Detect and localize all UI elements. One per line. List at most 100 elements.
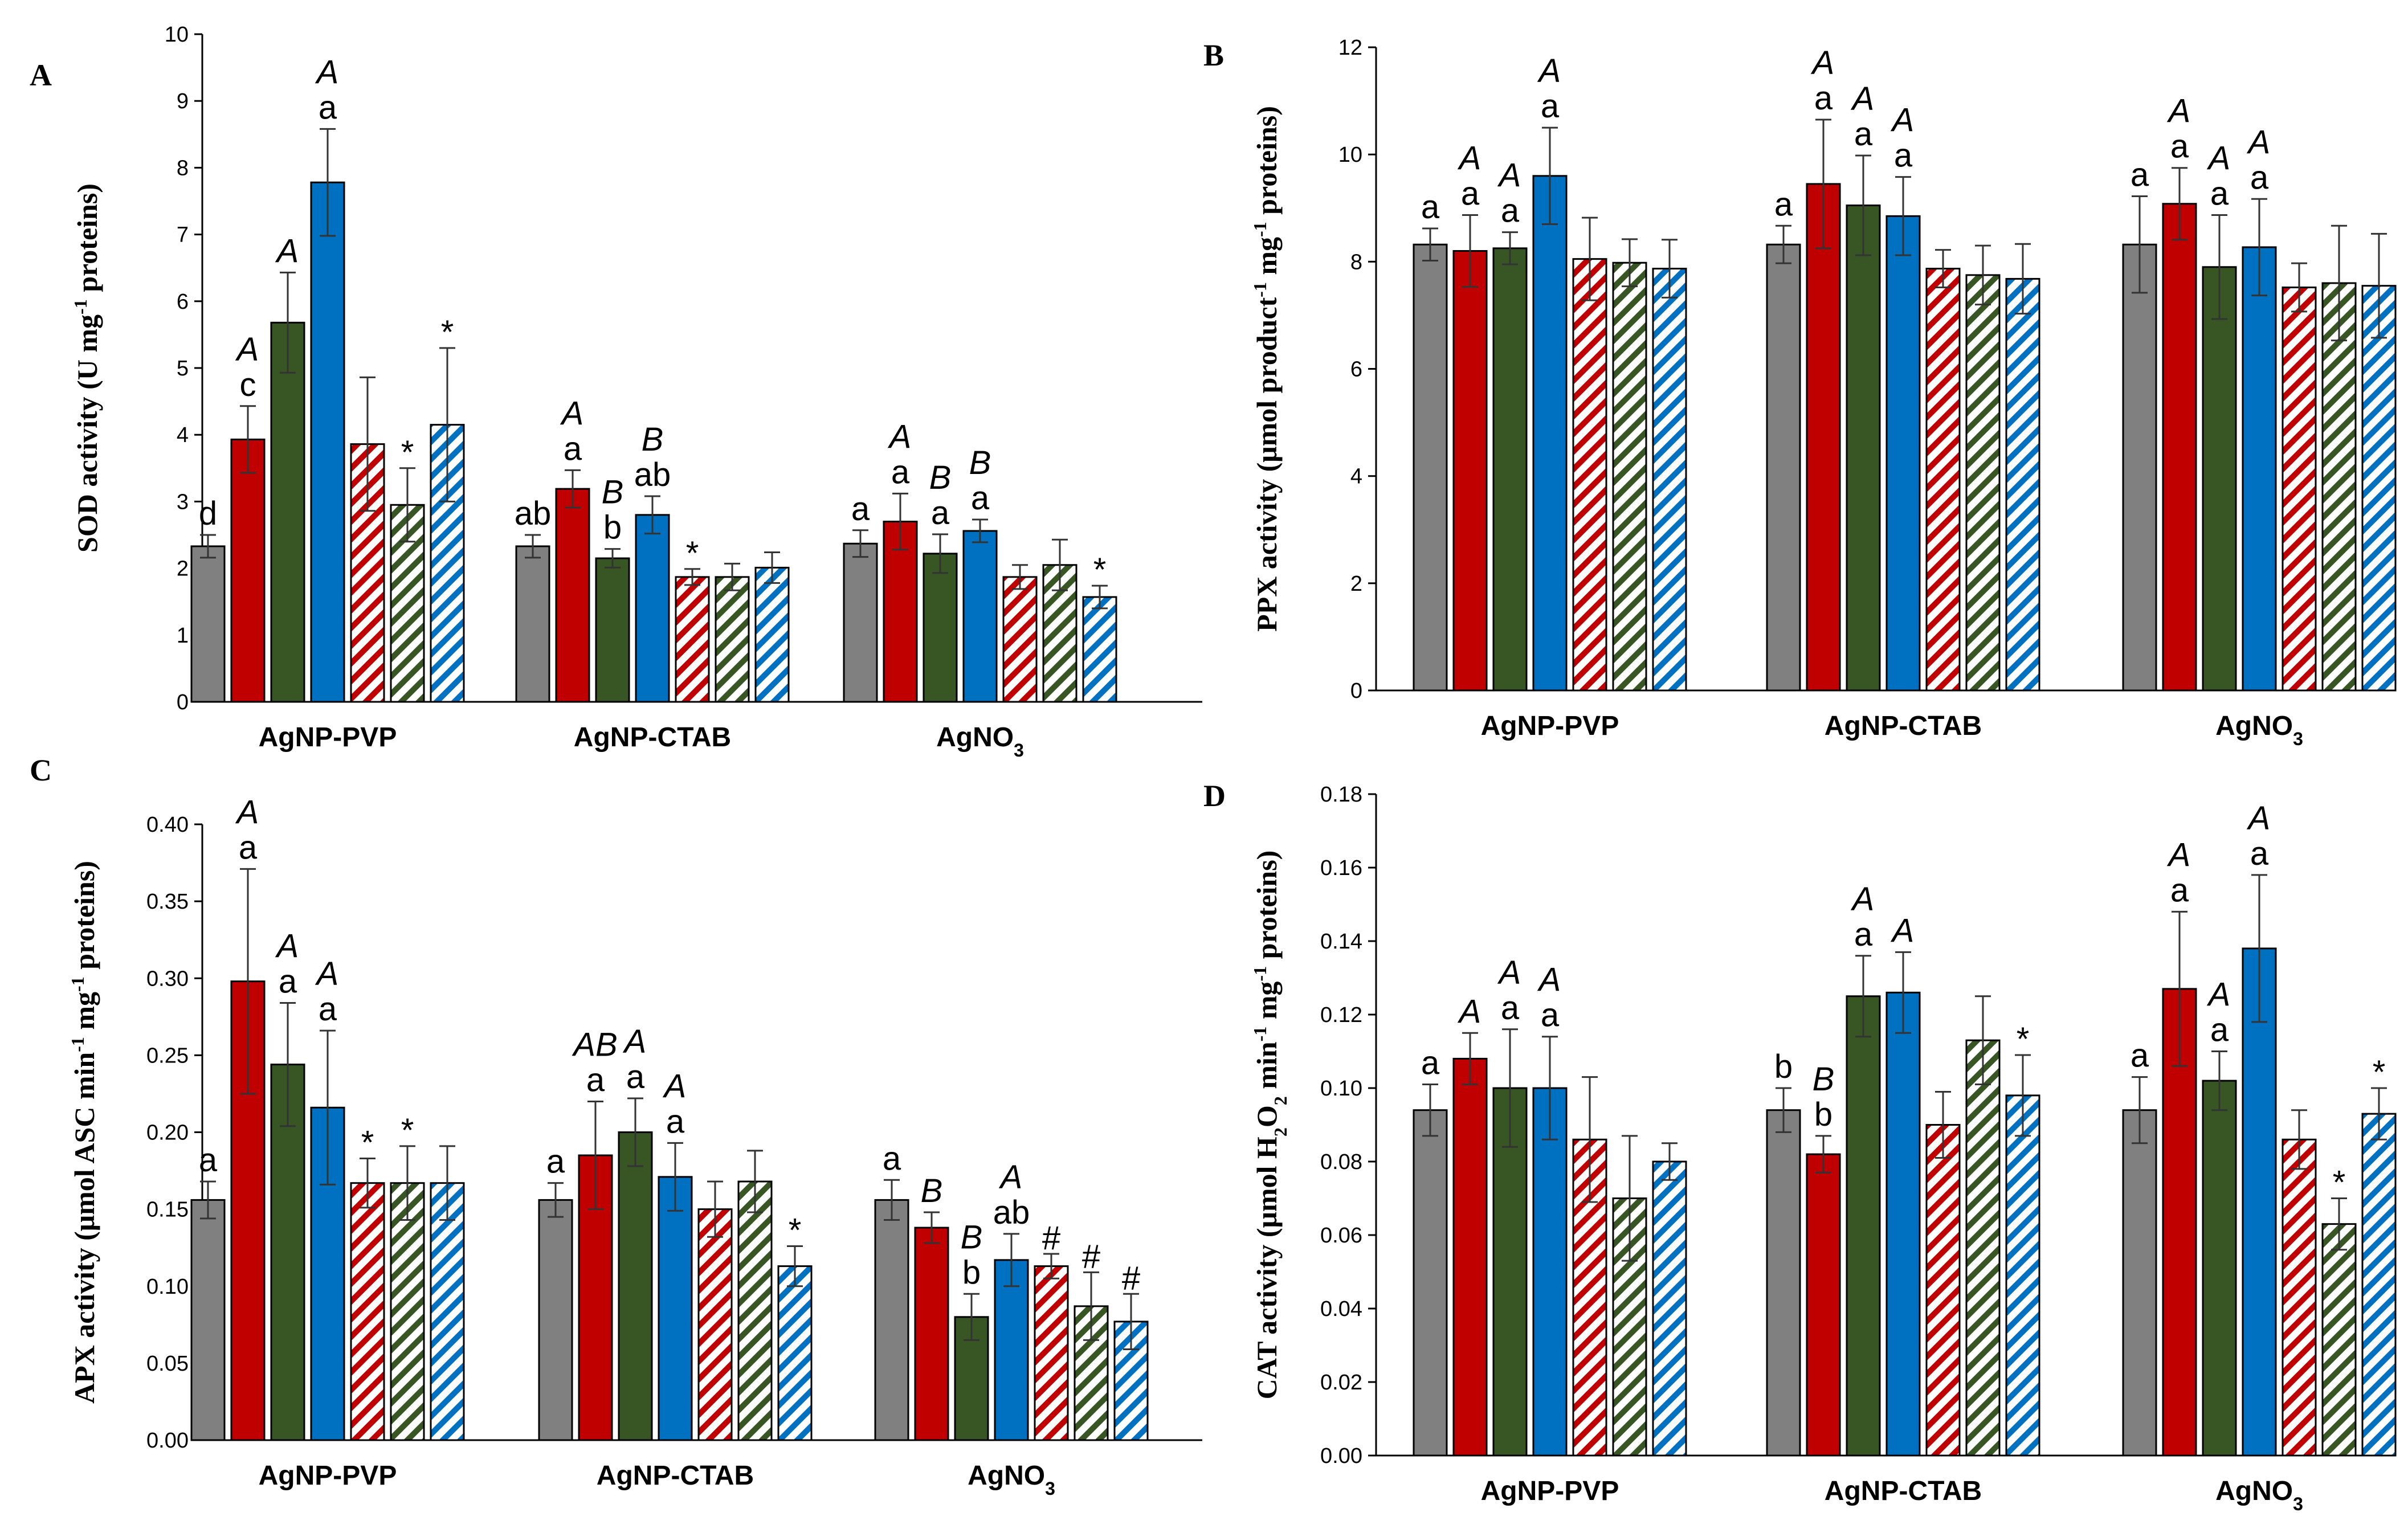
bar (618, 1131, 653, 1441)
bar (230, 438, 266, 703)
bar (777, 1265, 813, 1441)
significance-letter: d (199, 495, 217, 532)
significance-letter: a (931, 494, 950, 532)
y-tick-label: 0.06 (1320, 1224, 1362, 1248)
y-tick-label: 10 (1338, 143, 1362, 167)
x-category-label: AgNP-PVP (259, 1461, 397, 1491)
significance-group-letter: B (602, 474, 624, 511)
significance-group-letter: A (1537, 962, 1561, 999)
y-axis-label-part: proteins) (1251, 106, 1283, 222)
panel-C: C 0.00 0.05 0.10 0.15 0.20 0.25 0.30 0.35 0.40 APX… (30, 753, 1202, 1499)
bar (430, 1182, 465, 1441)
y-axis-label-part: -1 (1250, 282, 1270, 297)
significance-letter: a (564, 430, 582, 467)
significance-letter: a (1461, 175, 1480, 212)
x-category-label: AgNP-CTAB (1825, 1476, 1982, 1506)
significance-group-letter: A (560, 395, 584, 432)
significance-letter: a (239, 829, 258, 866)
y-tick-label: 9 (177, 89, 189, 113)
significance-letter: a (1421, 189, 1440, 226)
significance-group-letter: A (1537, 52, 1561, 89)
bar (1925, 268, 1961, 692)
y-axis-label-part: 2 (1270, 1127, 1291, 1137)
significance-letter: a (2170, 872, 2189, 909)
significance-group-letter: A (1891, 912, 1915, 949)
y-axis-label-part: CAT activity (μmol H (1251, 1137, 1283, 1399)
bar (310, 181, 345, 703)
y-axis-label-part: O (1251, 1105, 1283, 1127)
bar (715, 576, 750, 703)
y-tick-label: 4 (1350, 465, 1362, 489)
panel-letter: C (30, 753, 52, 787)
bar (1034, 1265, 1069, 1441)
panel-letter: D (1203, 779, 1226, 813)
significance-letter: ab (634, 456, 671, 493)
y-tick-label: 4 (177, 423, 189, 447)
y-axis-label-part: min (1251, 1041, 1283, 1096)
y-tick-label: 0 (1350, 679, 1362, 703)
bar (595, 557, 630, 703)
significance-letter: * (361, 1124, 374, 1161)
bar (2361, 1113, 2397, 1457)
bar (635, 514, 670, 703)
significance-group-letter: AB (572, 1026, 617, 1063)
significance-group-letter: A (1458, 140, 1481, 177)
significance-letter: a (2210, 1012, 2229, 1049)
y-tick-label: 1 (177, 624, 189, 648)
bar (923, 553, 958, 703)
bar (1452, 1057, 1488, 1457)
y-axis-label-part: mg (1251, 982, 1283, 1027)
significance-letter: ab (993, 1194, 1030, 1231)
x-category-label-sub: 3 (1045, 1478, 1055, 1499)
significance-letter: a (2250, 159, 2269, 196)
y-axis-label-part: SOD activity (U mg (71, 314, 103, 553)
bar (515, 545, 550, 703)
bar (1965, 1039, 2001, 1457)
significance-letter: a (1541, 997, 1560, 1034)
significance-group-letter: A (275, 232, 299, 269)
y-tick-label: 0.10 (146, 1275, 189, 1299)
y-tick-label: 0.10 (1320, 1077, 1362, 1101)
bar (1885, 991, 1921, 1457)
x-category-label: AgNP-PVP (1481, 1476, 1619, 1506)
bar (350, 1182, 385, 1441)
y-tick-label: 0.35 (146, 890, 189, 914)
x-category-label-main: AgNP-PVP (259, 1461, 397, 1491)
significance-letter: a (2170, 128, 2189, 165)
x-category-label-sub: 3 (1014, 740, 1024, 761)
x-category-label-main: AgNP-PVP (1481, 711, 1619, 741)
significance-letter: a (851, 490, 870, 528)
bar (2122, 243, 2157, 692)
significance-letter: a (1894, 137, 1913, 174)
significance-letter: * (2017, 1021, 2030, 1058)
significance-group-letter: B (929, 459, 952, 496)
significance-letter: b (962, 1254, 981, 1291)
significance-group-letter: A (888, 418, 912, 455)
significance-letter: b (1814, 1096, 1832, 1133)
y-tick-label: 10 (165, 23, 189, 47)
significance-letter: # (1042, 1220, 1060, 1257)
x-category-label: AgNP-PVP (1481, 711, 1619, 741)
y-tick-label: 0.18 (1320, 783, 1362, 807)
significance-letter: * (1093, 551, 1107, 588)
significance-letter: a (1541, 88, 1560, 125)
x-category-label: AgNO3 (968, 1461, 1055, 1499)
bar (697, 1208, 733, 1441)
significance-letter: a (666, 1103, 685, 1140)
bar (190, 545, 226, 703)
bar (2282, 1138, 2317, 1457)
bar (270, 321, 305, 703)
x-category-label-main: AgNO (2215, 711, 2293, 741)
bar (2282, 286, 2317, 692)
y-axis-label: APX activity (μmol ASC min-1 mg-1 protei… (67, 861, 100, 1404)
significance-letter: * (2373, 1054, 2386, 1091)
y-tick-label: 6 (177, 290, 189, 314)
y-tick-label: 0.40 (146, 813, 189, 837)
bar (1806, 1153, 1841, 1457)
y-axis-label-part: mg (1251, 237, 1283, 282)
bar (1413, 1109, 1448, 1457)
significance-letter: a (1854, 116, 1873, 153)
significance-letter: * (441, 314, 454, 351)
